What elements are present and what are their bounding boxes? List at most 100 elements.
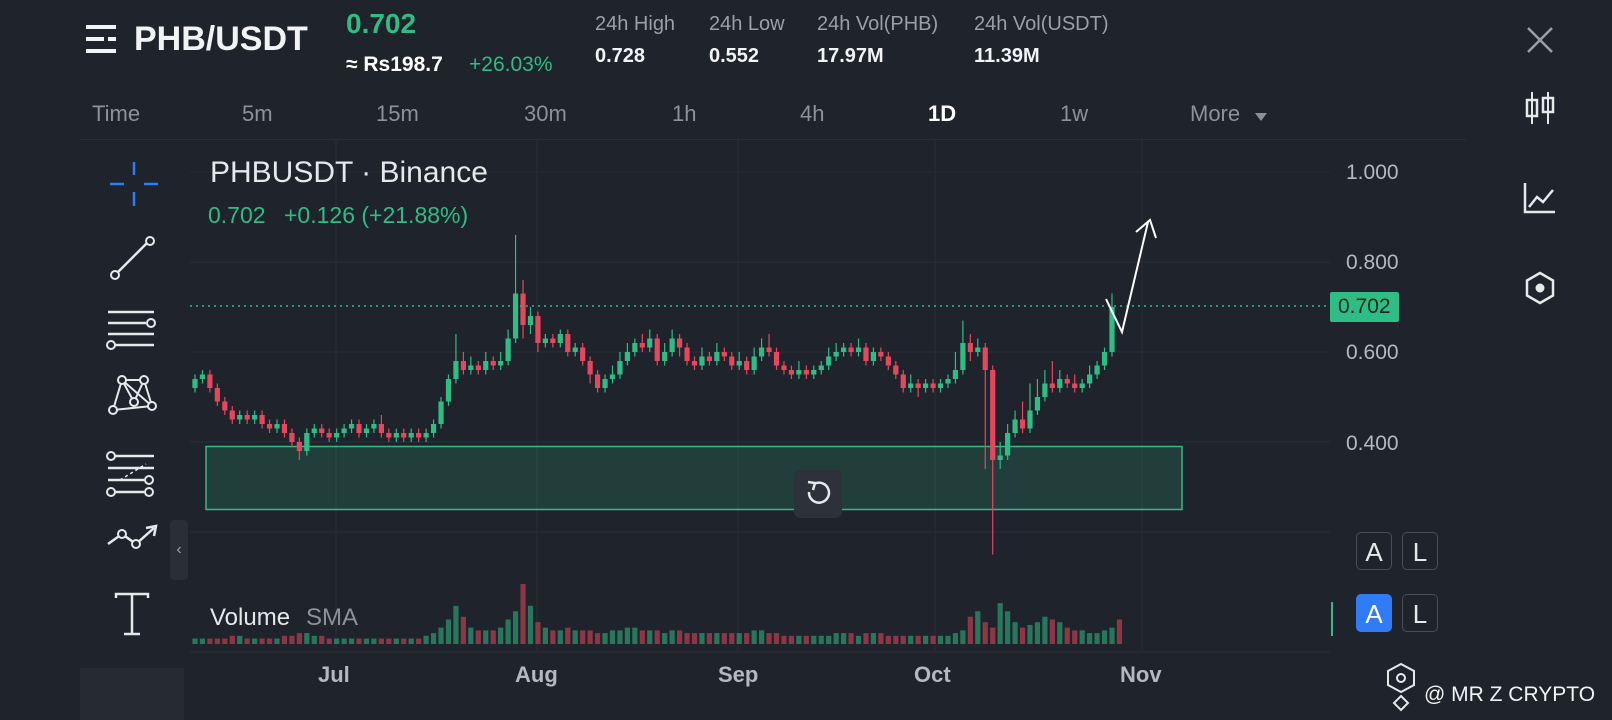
volume-bar — [199, 638, 206, 644]
text-tool-icon[interactable] — [106, 592, 162, 642]
candle-body — [527, 316, 534, 325]
candle-body — [1012, 419, 1018, 433]
volume-bar — [229, 635, 235, 644]
chart-change: +0.126 (+21.88%) — [284, 202, 469, 228]
tab-15m[interactable]: 15m — [376, 101, 419, 126]
candle-body — [982, 347, 988, 370]
volume-bar — [937, 635, 944, 644]
volume-bar — [430, 633, 437, 644]
candle-body — [1094, 365, 1100, 375]
volume-sma-label: SMA — [306, 604, 359, 631]
candle-body — [900, 374, 906, 388]
volume-bar — [483, 630, 489, 644]
chart-last-price: 0.702 — [208, 202, 266, 228]
volume-bar — [751, 630, 757, 644]
indicator-chart-icon[interactable] — [1520, 178, 1560, 218]
volume-bar — [237, 635, 243, 644]
close-icon[interactable] — [1524, 24, 1556, 56]
x-tick-label: Sep — [718, 662, 759, 687]
fib-tool-icon[interactable] — [106, 450, 162, 500]
volume-bar — [1027, 624, 1033, 644]
volume-bar — [997, 603, 1003, 644]
volume-bar — [833, 633, 839, 644]
volume-bar — [371, 638, 377, 644]
volume-log-scale-button[interactable]: L — [1402, 594, 1438, 632]
candle-body — [259, 415, 265, 424]
tab-1d[interactable]: 1D — [928, 101, 957, 126]
volume-bar — [498, 627, 504, 644]
price-chart[interactable] — [0, 140, 1420, 720]
candle-body — [475, 365, 481, 370]
menu-icon[interactable] — [84, 22, 120, 56]
y-tick-label: 0.400 — [1346, 432, 1399, 455]
tab-5m[interactable]: 5m — [242, 101, 273, 126]
candle-body — [855, 347, 862, 352]
candle-body — [945, 379, 951, 384]
pair-title[interactable]: PHB/USDT — [134, 20, 308, 58]
tab-30m[interactable]: 30m — [524, 101, 567, 126]
trend-line-tool-icon[interactable] — [106, 234, 162, 284]
candle-body — [1027, 410, 1033, 429]
candle-body — [893, 365, 899, 375]
candle-body — [199, 374, 206, 379]
settings-hexagon-icon[interactable] — [1520, 268, 1560, 308]
volume-bar — [900, 635, 906, 644]
x-tick-label: Oct — [914, 662, 951, 687]
candle-body — [975, 347, 981, 352]
candle-body — [691, 361, 698, 366]
volume-bar — [468, 627, 474, 644]
volume-bar — [1094, 633, 1100, 644]
auto-scale-button[interactable]: A — [1356, 532, 1392, 570]
volume-bar — [699, 633, 705, 644]
candlestick-icon[interactable] — [1520, 88, 1560, 128]
candle-body — [759, 347, 765, 357]
y-tick-label: 0.800 — [1346, 251, 1399, 274]
volume-bar — [691, 633, 698, 644]
volume-bar — [766, 633, 772, 644]
tab-more[interactable]: More — [1190, 101, 1241, 126]
tab-4h[interactable]: 4h — [800, 101, 825, 126]
volume-bar — [334, 638, 340, 644]
crosshair-tool-icon[interactable] — [106, 160, 162, 210]
volume-bar — [490, 630, 496, 644]
log-scale-button[interactable]: L — [1402, 532, 1438, 570]
candle-body — [624, 352, 631, 361]
volume-bar — [975, 611, 981, 644]
volume-bar — [676, 630, 683, 644]
candle-body — [1072, 383, 1078, 388]
support-zone — [205, 445, 1183, 511]
candle-body — [334, 433, 340, 438]
volume-bar — [594, 633, 601, 644]
collapse-toolbar-button[interactable]: ‹ — [170, 520, 188, 580]
horizontal-lines-tool-icon[interactable] — [106, 306, 162, 356]
volume-bar — [684, 633, 690, 644]
tab-1w[interactable]: 1w — [1060, 101, 1089, 126]
stat-24h-vol-quote-label: 24h Vol(USDT) — [974, 13, 1109, 35]
candle-body — [580, 347, 586, 361]
candle-body — [967, 343, 973, 352]
candle-body — [498, 361, 504, 366]
volume-bar — [721, 633, 727, 644]
candle-body — [669, 338, 675, 352]
volume-bar — [617, 630, 623, 644]
volume-bar — [408, 638, 414, 644]
candle-body — [617, 361, 623, 375]
candle-body — [266, 424, 273, 429]
volume-bar — [662, 633, 668, 644]
tab-1h[interactable]: 1h — [672, 101, 697, 126]
pattern-tool-icon[interactable] — [106, 372, 162, 422]
candle-body — [341, 428, 347, 433]
y-tick-label: 0.600 — [1346, 341, 1399, 364]
candle-body — [878, 352, 884, 357]
volume-bar — [1034, 622, 1041, 644]
candle-body — [371, 424, 377, 429]
candle-body — [445, 379, 452, 402]
reset-chart-button[interactable] — [794, 470, 842, 518]
volume-auto-scale-button[interactable]: A — [1356, 594, 1392, 632]
volume-bar — [818, 635, 824, 644]
path-tool-icon[interactable] — [106, 522, 162, 572]
stat-24h-high-value: 0.728 — [595, 45, 646, 67]
tab-time[interactable]: Time — [92, 101, 141, 126]
candle-body — [430, 424, 437, 433]
volume-bar — [706, 633, 713, 644]
